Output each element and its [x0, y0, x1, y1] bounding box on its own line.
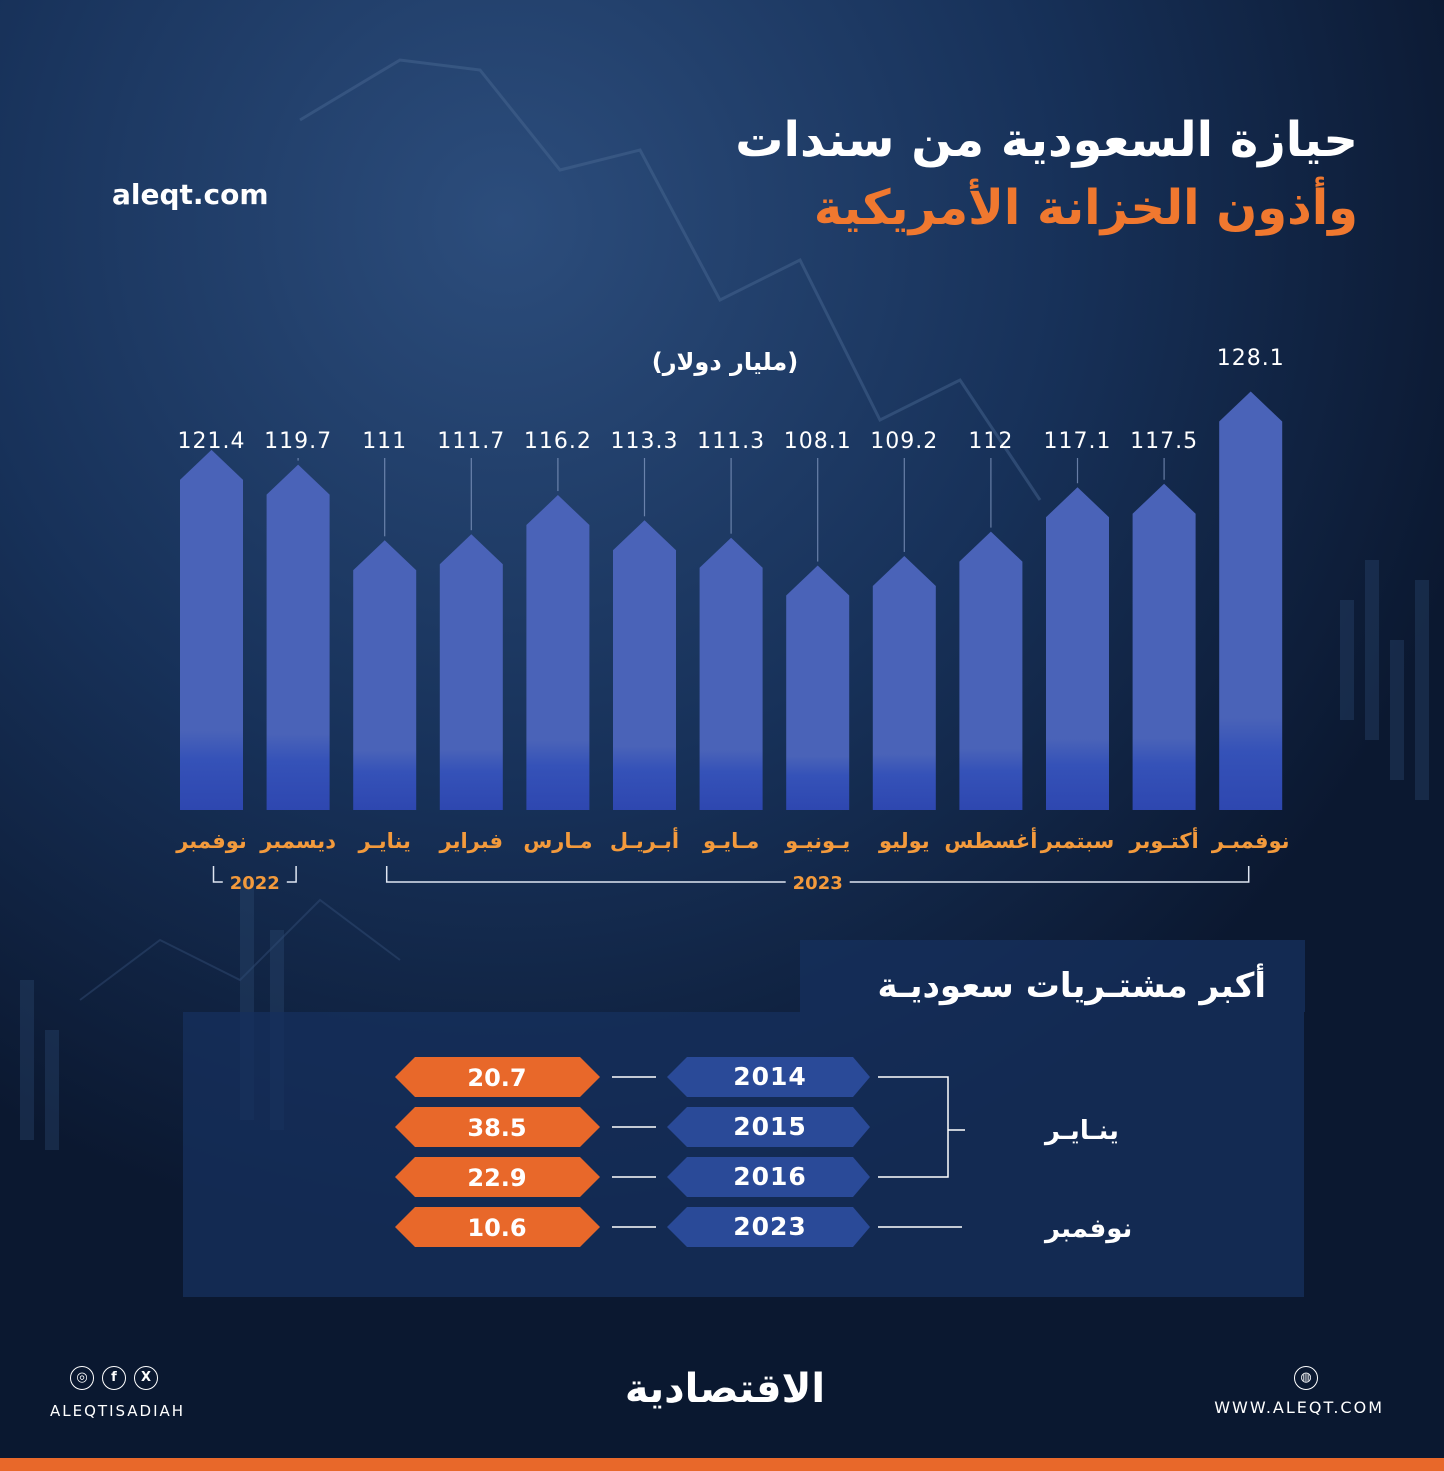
value-tag-2	[395, 1157, 600, 1197]
bar-5	[613, 520, 676, 810]
bar-8	[872, 555, 936, 810]
group-label-november: نوفمبر	[1043, 1214, 1132, 1244]
purchase-year-1: 2015	[733, 1112, 807, 1141]
value-label-1: 119.7	[264, 429, 332, 454]
month-label-9: أغسطس	[944, 826, 1037, 853]
value-label-5: 113.3	[611, 429, 679, 454]
value-label-9: 112	[968, 429, 1013, 454]
purchase-value-0: 20.7	[467, 1064, 526, 1092]
purchase-year-0: 2014	[733, 1062, 807, 1091]
month-label-6: مـايـو	[702, 829, 759, 853]
year-label-1: 2023	[793, 873, 843, 894]
unit-label: (مليار دولار)	[651, 348, 799, 376]
value-label-2: 111	[362, 429, 407, 454]
year-label-0: 2022	[230, 873, 280, 894]
value-label-12: 128.1	[1217, 346, 1285, 371]
month-label-2: ينايـر	[357, 829, 410, 853]
footer-accent-bar	[0, 1458, 1444, 1471]
year-bracket-right-1	[849, 866, 1250, 883]
year-tag-2	[667, 1157, 870, 1197]
chart-subtitle: وأذون الخزانة الأمريكية	[813, 180, 1358, 236]
x-icon[interactable]: X	[134, 1366, 158, 1390]
value-label-6: 111.3	[697, 429, 765, 454]
purchases-panel-title: أكبر مشتـريات سعوديـة	[877, 966, 1266, 1006]
year-tag-0	[667, 1057, 870, 1097]
purchase-value-2: 22.9	[467, 1164, 526, 1192]
purchase-year-3: 2023	[733, 1212, 807, 1241]
year-tag-3	[667, 1207, 870, 1247]
january-bracket	[878, 1076, 949, 1178]
group-label-january: ينـايـر	[1043, 1116, 1119, 1146]
bar-9	[959, 531, 1023, 810]
month-label-10: سبتمبر	[1040, 829, 1115, 853]
bar-2	[353, 540, 417, 810]
purchases-panel-header	[800, 940, 1305, 1012]
brand-logo: الاقتصادية	[624, 1366, 826, 1412]
instagram-icon[interactable]: ◎	[70, 1366, 94, 1390]
bar-12	[1219, 391, 1283, 810]
purchase-year-2: 2016	[733, 1162, 807, 1191]
year-tag-1	[667, 1107, 870, 1147]
month-label-1: ديسمبر	[259, 829, 336, 853]
facebook-icon[interactable]: f	[102, 1366, 126, 1390]
bar-6	[699, 537, 763, 810]
value-label-3: 111.7	[437, 429, 505, 454]
bar-0	[180, 449, 243, 810]
footer	[0, 1340, 1444, 1458]
purchase-value-1: 38.5	[467, 1114, 526, 1142]
value-tag-3	[395, 1207, 600, 1247]
value-label-10: 117.1	[1044, 429, 1112, 454]
value-tag-1	[395, 1107, 600, 1147]
value-label-0: 121.4	[178, 429, 246, 454]
bar-3	[439, 534, 503, 810]
bar-4	[526, 495, 590, 810]
month-label-7: يـونيـو	[784, 829, 850, 853]
dribbble-icon[interactable]: ◍	[1294, 1366, 1318, 1390]
year-bracket-left-1	[385, 866, 786, 883]
value-tag-0	[395, 1057, 600, 1097]
bar-chart: 121.4 نوفمبر 119.7 ديسمبر 111 ينايـر 111.7 فبرا…	[175, 346, 1290, 894]
purchase-value-3: 10.6	[467, 1214, 526, 1242]
value-label-8: 109.2	[870, 429, 938, 454]
month-label-0: نوفمبر	[175, 829, 247, 853]
site-url[interactable]: aleqt.com	[112, 178, 269, 211]
value-label-7: 108.1	[784, 429, 852, 454]
bar-11	[1132, 483, 1196, 810]
month-label-3: فبراير	[439, 829, 504, 853]
social-handle[interactable]: ALEQTISADIAH	[50, 1402, 186, 1420]
year-bracket-right-0	[286, 866, 297, 883]
month-label-8: يوليو	[878, 829, 930, 853]
bar-7	[786, 565, 850, 810]
chart-title: حيازة السعودية من سندات	[735, 112, 1358, 168]
bar-1	[266, 464, 330, 810]
website-url[interactable]: WWW.ALEQT.COM	[1214, 1398, 1384, 1417]
value-label-11: 117.5	[1130, 429, 1198, 454]
bar-10	[1046, 487, 1109, 810]
month-label-4: مـارس	[523, 829, 592, 853]
year-bracket-left-0	[212, 866, 223, 883]
month-label-5: أبـريـل	[610, 826, 679, 853]
month-label-12: نوفمبـر	[1211, 829, 1290, 853]
value-label-4: 116.2	[524, 429, 592, 454]
month-label-11: أكتـوبر	[1128, 826, 1198, 853]
